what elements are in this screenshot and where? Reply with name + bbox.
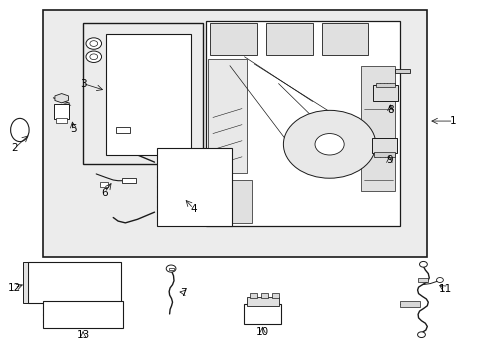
Bar: [28, 262, 120, 303]
Bar: [42, 301, 122, 328]
Text: 4: 4: [190, 203, 196, 213]
Bar: [157, 148, 232, 226]
Bar: [361, 66, 394, 191]
Circle shape: [375, 90, 387, 99]
Bar: [266, 23, 312, 55]
Circle shape: [90, 41, 98, 46]
Text: 12: 12: [8, 283, 21, 293]
Text: 1: 1: [449, 116, 456, 126]
Bar: [322, 23, 368, 55]
Bar: [116, 127, 130, 133]
Circle shape: [15, 131, 25, 139]
Text: 13: 13: [76, 330, 89, 341]
Bar: [417, 278, 427, 282]
Circle shape: [166, 265, 176, 272]
Circle shape: [18, 123, 22, 127]
Bar: [205, 21, 399, 226]
Bar: [399, 301, 419, 307]
Circle shape: [18, 133, 22, 137]
Text: 2: 2: [12, 143, 18, 153]
Bar: [244, 304, 281, 324]
Text: 11: 11: [438, 284, 451, 294]
Circle shape: [58, 96, 65, 101]
Circle shape: [373, 142, 384, 150]
Polygon shape: [55, 94, 68, 103]
Bar: [122, 178, 135, 183]
Bar: [372, 138, 396, 153]
Bar: [106, 33, 191, 155]
Circle shape: [86, 38, 102, 49]
Circle shape: [283, 111, 375, 178]
Circle shape: [419, 261, 427, 267]
Bar: [261, 293, 267, 297]
Bar: [100, 182, 108, 187]
Text: 10: 10: [255, 327, 268, 337]
Bar: [210, 23, 256, 55]
Bar: [56, 118, 67, 123]
Bar: [23, 262, 28, 303]
Circle shape: [314, 134, 344, 155]
Bar: [207, 180, 251, 223]
Text: 9: 9: [386, 156, 392, 165]
Circle shape: [436, 278, 443, 283]
Bar: [250, 293, 257, 297]
Bar: [83, 23, 203, 164]
Bar: [207, 59, 246, 173]
Circle shape: [417, 332, 425, 338]
Bar: [42, 10, 426, 257]
Bar: [375, 83, 394, 87]
Bar: [246, 297, 278, 306]
Text: 3: 3: [80, 78, 86, 89]
Bar: [394, 69, 409, 73]
Bar: [373, 153, 394, 157]
Text: 5: 5: [70, 124, 77, 134]
Bar: [372, 85, 397, 102]
Circle shape: [90, 54, 98, 60]
Bar: [168, 268, 173, 270]
Ellipse shape: [11, 118, 29, 141]
Circle shape: [15, 121, 25, 129]
Bar: [54, 104, 69, 118]
Text: 8: 8: [386, 105, 393, 115]
Circle shape: [86, 51, 102, 63]
Text: 6: 6: [101, 188, 107, 198]
Text: 7: 7: [180, 288, 186, 297]
Bar: [271, 293, 278, 297]
